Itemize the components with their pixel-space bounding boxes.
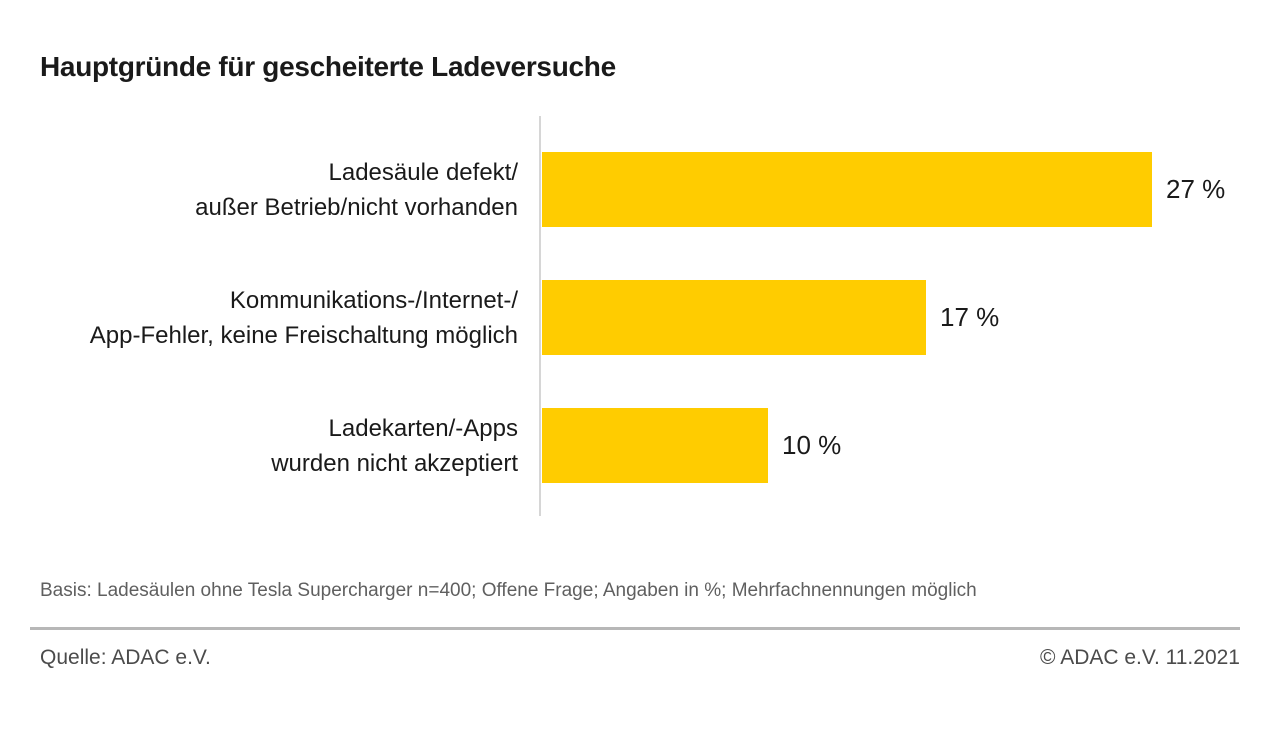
bar-row-1: Ladesäule defekt/ außer Betrieb/nicht vo…	[0, 152, 1280, 227]
category-label-3-line-1: Ladekarten/-Apps	[328, 414, 518, 442]
category-label-2: Kommunikations-/Internet-/ App-Fehler, k…	[0, 283, 540, 353]
chart-title: Hauptgründe für gescheiterte Ladeversuch…	[40, 50, 616, 82]
bar-2	[542, 280, 926, 355]
category-label-3: Ladekarten/-Apps wurden nicht akzeptiert	[0, 411, 540, 481]
bar-1	[542, 152, 1152, 227]
bar-value-2: 17 %	[940, 302, 1000, 332]
category-label-2-line-1: Kommunikations-/Internet-/	[229, 286, 518, 314]
y-axis-baseline	[539, 116, 541, 516]
category-label-1-line-2: außer Betrieb/nicht vorhanden	[195, 193, 518, 221]
footer-divider	[30, 627, 1240, 630]
bar-value-3: 10 %	[782, 430, 842, 460]
category-label-1: Ladesäule defekt/ außer Betrieb/nicht vo…	[0, 155, 540, 225]
copyright-text: © ADAC e.V. 11.2021	[1040, 646, 1240, 669]
category-label-3-line-2: wurden nicht akzeptiert	[271, 449, 518, 477]
bar-row-2: Kommunikations-/Internet-/ App-Fehler, k…	[0, 280, 1280, 355]
category-label-1-line-1: Ladesäule defekt/	[328, 158, 518, 186]
basis-note: Basis: Ladesäulen ohne Tesla Supercharge…	[40, 580, 977, 601]
category-label-2-line-2: App-Fehler, keine Freischaltung möglich	[89, 321, 518, 349]
source-text: Quelle: ADAC e.V.	[40, 646, 211, 669]
bar-row-3: Ladekarten/-Apps wurden nicht akzeptiert…	[0, 408, 1280, 483]
bar-value-1: 27 %	[1166, 174, 1226, 204]
bar-3	[542, 408, 768, 483]
